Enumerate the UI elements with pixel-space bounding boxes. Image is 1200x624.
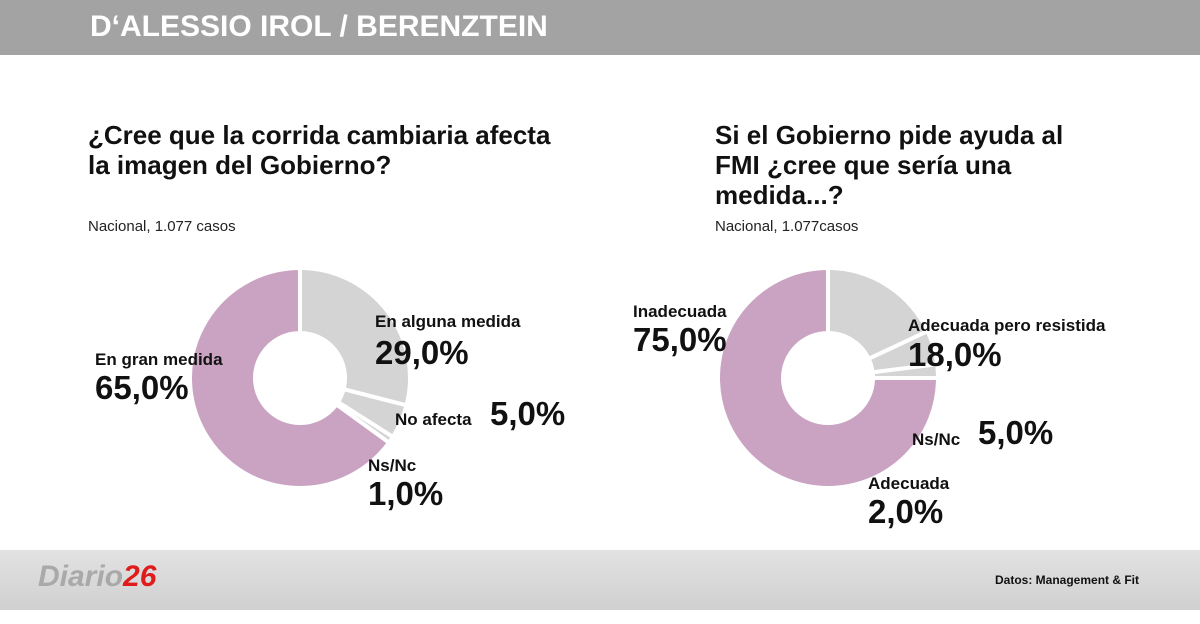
value-label: 29,0% <box>375 334 469 371</box>
slice-label: Adecuada <box>868 474 950 493</box>
donut-slice <box>188 265 392 490</box>
logo: Diario26 <box>38 560 156 594</box>
donut-slice <box>298 265 412 408</box>
chart-title: Si el Gobierno pide ayuda al FMI ¿cree q… <box>715 120 1064 210</box>
slice-label: En alguna medida <box>375 312 521 331</box>
slice-label: Ns/Nc <box>912 430 961 449</box>
chart-subtitle: Nacional, 1.077 casos <box>88 218 236 235</box>
chart-title: ¿Cree que la corrida cambiaria afecta la… <box>88 120 551 180</box>
header-title: D‘ALESSIO IROL / BERENZTEIN <box>90 10 548 43</box>
value-label: 5,0% <box>490 395 566 432</box>
slice-label: Adecuada pero resistida <box>908 316 1106 335</box>
logo-text: Diario <box>38 560 124 593</box>
slice-label: En gran medida <box>95 350 223 369</box>
source: Datos: Management & Fit <box>995 573 1140 587</box>
donut-slice <box>716 265 941 490</box>
logo-number: 26 <box>123 560 157 593</box>
slice-label: Ns/Nc <box>368 456 417 475</box>
slice-label: Inadecuada <box>633 302 727 321</box>
chart-subtitle: Nacional, 1.077casos <box>715 218 859 235</box>
header-bar <box>0 0 1200 55</box>
slice-label: No afecta <box>395 410 472 429</box>
value-label: 65,0% <box>95 369 189 406</box>
value-label: 75,0% <box>633 321 727 358</box>
donut-slice <box>826 265 931 362</box>
value-label: 2,0% <box>868 493 944 530</box>
value-label: 1,0% <box>368 475 444 512</box>
value-label: 5,0% <box>978 414 1054 451</box>
value-label: 18,0% <box>908 336 1002 373</box>
footer-bar <box>0 550 1200 610</box>
